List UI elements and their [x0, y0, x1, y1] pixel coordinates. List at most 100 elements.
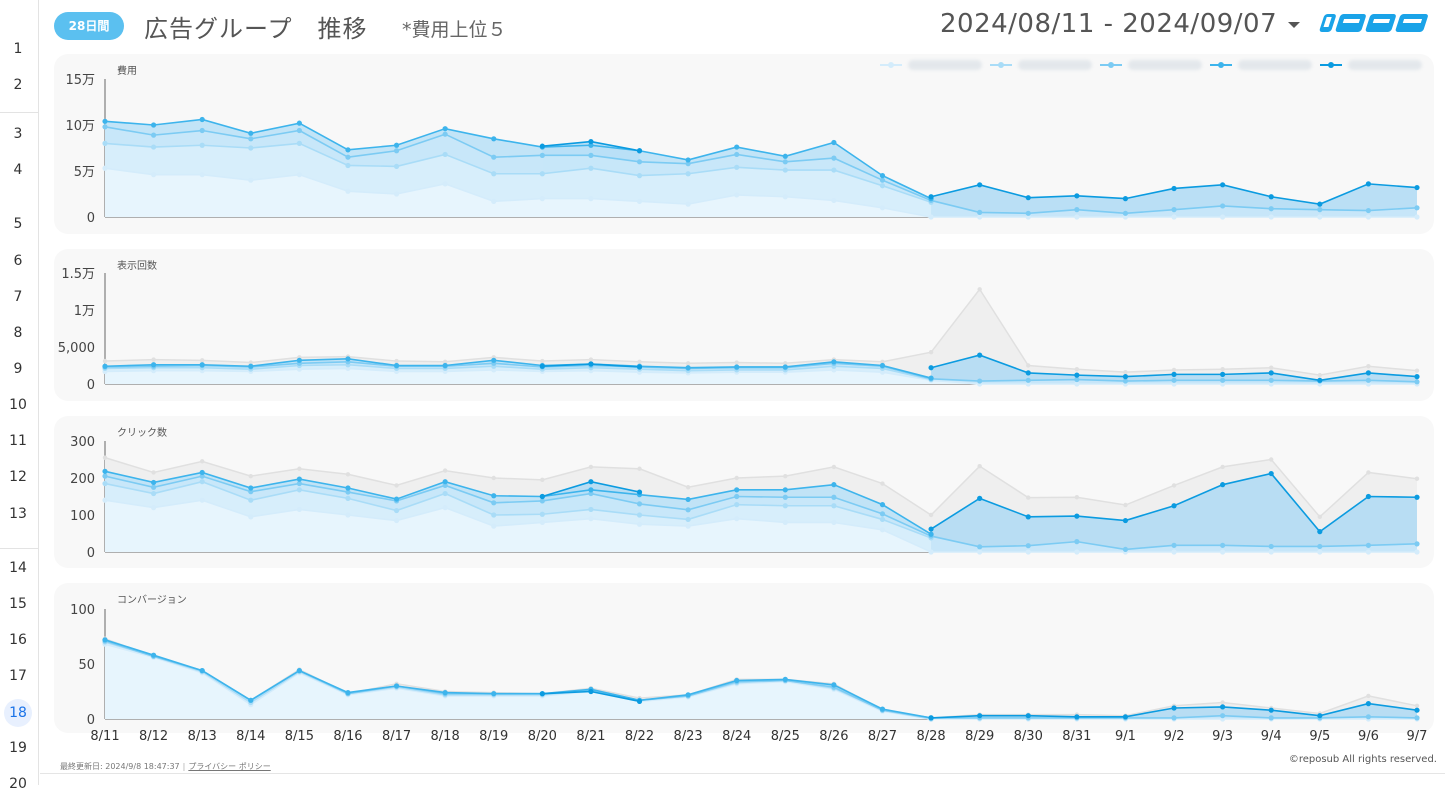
conversions-series-5-point[interactable] [588, 688, 594, 695]
conversions-series-4-point[interactable] [199, 668, 205, 674]
cost-series-4-point[interactable] [879, 173, 886, 179]
impressions-series-4-point[interactable] [150, 362, 157, 368]
cost-series-5-point[interactable] [1414, 184, 1420, 191]
clicks-series-3-point[interactable] [345, 489, 351, 495]
impressions-series-4-point[interactable] [879, 362, 886, 369]
clicks-series-5-point[interactable] [1122, 517, 1129, 524]
impressions-series-4-point[interactable] [734, 364, 740, 370]
clicks-series-2-point[interactable] [393, 507, 400, 514]
impressions-series-5-point[interactable] [977, 352, 983, 358]
impressions-series-5-point[interactable] [1171, 371, 1177, 377]
cost-series-2-point[interactable] [588, 165, 594, 171]
clicks-series-3-point[interactable] [1074, 539, 1080, 545]
cost-series-3-point[interactable] [734, 151, 740, 158]
clicks-series-2-point[interactable] [636, 512, 643, 518]
clicks-series-2-point[interactable] [491, 512, 497, 518]
cost-series-3-point[interactable] [539, 152, 545, 158]
clicks-series-3-point[interactable] [199, 473, 205, 479]
impressions-series-1-point[interactable] [1220, 381, 1226, 387]
impressions-series-4-point[interactable] [296, 357, 302, 363]
clicks-series-3-point[interactable] [636, 501, 643, 507]
cost-series-3-point[interactable] [199, 127, 205, 134]
clicks-series-2-point[interactable] [734, 502, 740, 508]
conversions-series-5-point[interactable] [1220, 704, 1226, 710]
conversions-series-5-point[interactable] [1268, 707, 1274, 713]
clicks-series-3-point[interactable] [782, 494, 788, 500]
cost-series-5-point[interactable] [539, 143, 545, 149]
cost-series-3-point[interactable] [977, 209, 983, 215]
impressions-series-5-point[interactable] [928, 365, 934, 371]
cost-series-1-point[interactable] [1365, 214, 1372, 220]
clicks-series-1-point[interactable] [1268, 549, 1274, 555]
impressions-series-1-point[interactable] [345, 365, 351, 372]
cost-series-3-point[interactable] [831, 155, 837, 161]
clicks-series-4-point[interactable] [102, 468, 108, 474]
cost-series-2-point[interactable] [345, 162, 351, 169]
impressions-series-4-point[interactable] [345, 356, 351, 362]
clicks-series-1-point[interactable] [442, 505, 448, 511]
conversions-series-4-point[interactable] [782, 676, 788, 683]
clicks-series-1-point[interactable] [345, 512, 351, 518]
row-number[interactable]: 19 [9, 740, 27, 756]
impressions-series-4-point[interactable] [782, 364, 788, 370]
cost-series-4-point[interactable] [393, 142, 400, 148]
cost-series-1-point[interactable] [1122, 214, 1129, 220]
clicks-series-3-point[interactable] [296, 480, 302, 487]
impressions-series-1-point[interactable] [1268, 381, 1274, 387]
cost-series-5-point[interactable] [1317, 201, 1323, 207]
clicks-series-3-point[interactable] [1220, 542, 1226, 548]
clicks-series-4-point[interactable] [928, 531, 934, 537]
cost-series-1-point[interactable] [1220, 214, 1226, 220]
clicks-series-4-point[interactable] [296, 476, 302, 482]
cost-series-2-point[interactable] [393, 163, 400, 169]
clicks-series-1-point[interactable] [977, 549, 983, 555]
clicks-series-1-point[interactable] [928, 549, 934, 555]
cost-series-1-point[interactable] [248, 177, 254, 183]
clicks-series-3-point[interactable] [102, 473, 108, 479]
clicks-series-3-point[interactable] [1414, 541, 1420, 547]
clicks-series-5-point[interactable] [588, 479, 594, 485]
clicks-series-5-point[interactable] [1074, 513, 1080, 519]
cost-series-1-point[interactable] [1414, 214, 1420, 220]
row-number[interactable]: 10 [9, 397, 27, 413]
cost-series-4-point[interactable] [734, 144, 740, 150]
cost-series-2-point[interactable] [102, 140, 108, 146]
cost-series-5-point[interactable] [1122, 196, 1129, 202]
cost-series-1-point[interactable] [1317, 214, 1323, 220]
conversions-series-5-point[interactable] [1414, 707, 1420, 713]
conversions-series-4-point[interactable] [831, 682, 837, 688]
cost-series-1-point[interactable] [491, 198, 497, 204]
cost-series-2-point[interactable] [296, 140, 302, 146]
conversions-series-3-point[interactable] [1414, 715, 1420, 721]
cost-series-1-point[interactable] [782, 194, 788, 200]
impressions-series-4-point[interactable] [102, 363, 108, 369]
clicks-series-4-point[interactable] [879, 502, 886, 508]
row-number[interactable]: 6 [13, 253, 23, 269]
impressions-series-4-point[interactable] [928, 375, 934, 381]
clicks-series-2-point[interactable] [150, 490, 157, 497]
cost-series-4-point[interactable] [491, 136, 497, 142]
clicks-series-1-point[interactable] [1025, 549, 1031, 555]
impressions-series-4-point[interactable] [491, 357, 497, 363]
impressions-series-4-point[interactable] [442, 362, 448, 369]
row-number[interactable]: 4 [13, 162, 23, 178]
clicks-series-5-point[interactable] [1025, 514, 1031, 520]
cost-series-3-point[interactable] [636, 159, 643, 165]
clicks-series-4-point[interactable] [782, 487, 788, 493]
cost-series-5-point[interactable] [977, 182, 983, 188]
clicks-series-1-point[interactable] [1317, 549, 1323, 555]
clicks-series-4-point[interactable] [685, 496, 691, 503]
cost-series-5-point[interactable] [1025, 195, 1031, 201]
clicks-series-4-point[interactable] [491, 493, 497, 499]
clicks-series-4-point[interactable] [442, 479, 448, 485]
cost-series-2-point[interactable] [782, 167, 788, 173]
clicks-series-3-point[interactable] [442, 482, 448, 488]
row-number[interactable]: 1 [13, 41, 23, 57]
clicks-series-3-point[interactable] [248, 489, 254, 495]
clicks-series-1-point[interactable] [685, 523, 691, 529]
clicks-series-1-point[interactable] [296, 506, 302, 513]
cost-series-3-point[interactable] [1122, 210, 1129, 216]
cost-series-1-point[interactable] [1074, 214, 1080, 220]
clicks-series-3-point[interactable] [1122, 546, 1129, 553]
cost-series-1-point[interactable] [296, 172, 302, 178]
